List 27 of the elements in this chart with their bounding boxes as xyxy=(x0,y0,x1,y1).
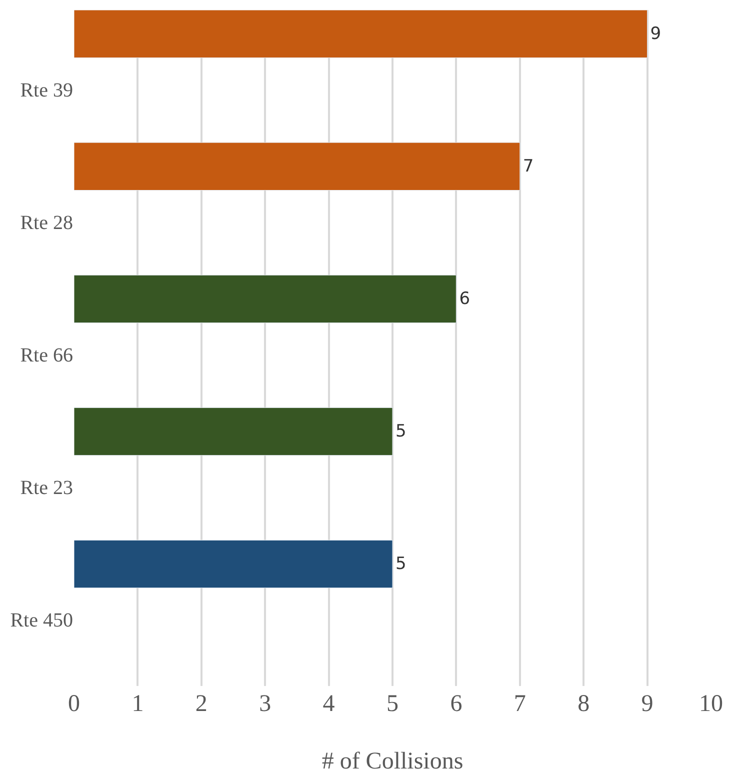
data-label: 5 xyxy=(396,554,406,574)
x-tick-label: 0 xyxy=(68,691,80,717)
x-tick-label: 7 xyxy=(514,691,526,717)
bar xyxy=(74,540,393,588)
x-tick-label: 1 xyxy=(132,691,144,717)
x-tick-label: 2 xyxy=(195,691,208,717)
y-tick-label: Rte 23 xyxy=(20,477,73,500)
y-tick-label: Rte 450 xyxy=(10,610,73,632)
bar xyxy=(74,10,648,58)
data-label: 6 xyxy=(459,288,470,309)
data-label: 7 xyxy=(522,156,534,176)
x-axis-title: # of Collisions xyxy=(322,748,464,774)
x-tick-label: 10 xyxy=(699,691,723,717)
bar xyxy=(74,274,456,324)
x-tick-label: 4 xyxy=(322,691,335,717)
x-tick-label: 9 xyxy=(641,691,654,717)
data-label: 9 xyxy=(650,24,662,44)
x-tick-label: 3 xyxy=(259,691,272,717)
x-tick-label: 8 xyxy=(578,691,590,717)
y-tick-label: Rte 66 xyxy=(20,344,73,367)
x-tick-label: 5 xyxy=(386,691,398,717)
data-label: 5 xyxy=(396,422,406,442)
bar xyxy=(74,142,520,191)
y-tick-label: Rte 28 xyxy=(20,212,73,234)
x-tick-label: 6 xyxy=(450,691,462,717)
bar xyxy=(74,407,393,456)
y-tick-label: Rte 39 xyxy=(20,80,73,102)
